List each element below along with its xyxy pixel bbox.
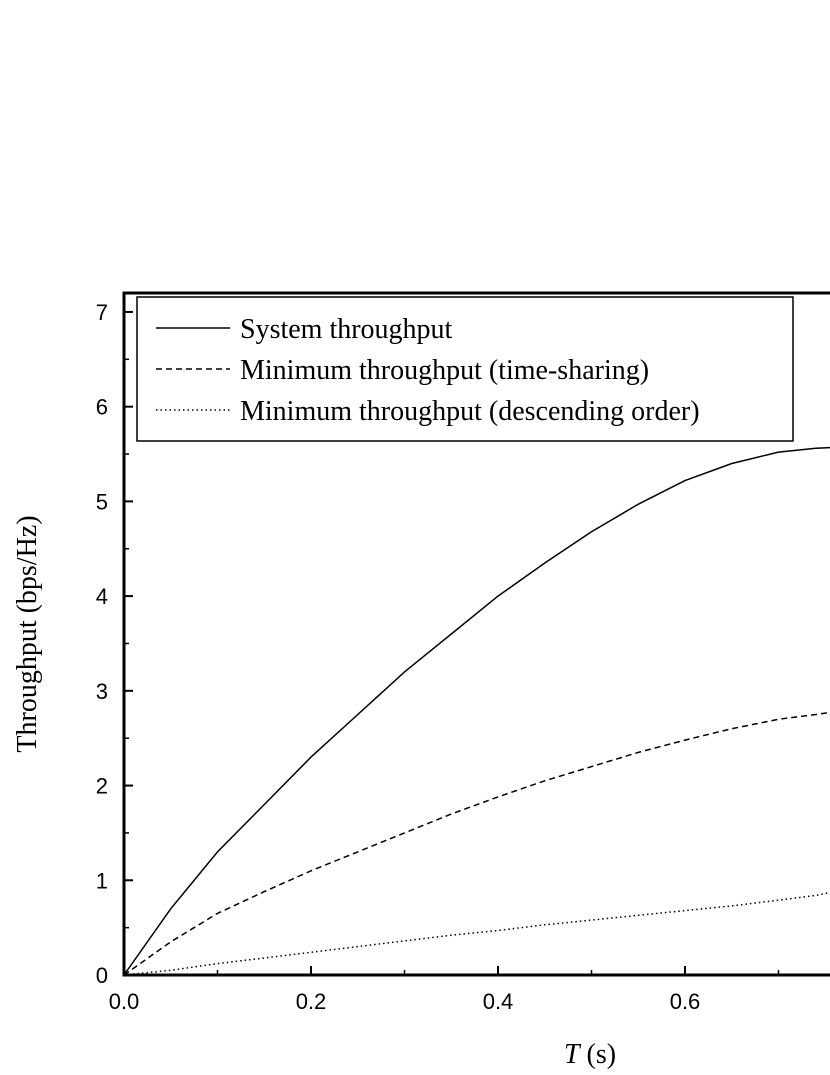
y-tick-label: 3 (96, 679, 108, 704)
x-axis-title: T (s) (564, 1039, 616, 1070)
x-tick-label: 0.6 (670, 989, 701, 1014)
x-tick-label: 0.4 (483, 989, 514, 1014)
x-axis-title-variable: T (564, 1039, 582, 1070)
series-lines (123, 446, 830, 976)
x-tick-label: 0.2 (296, 989, 327, 1014)
y-tick-label: 2 (96, 774, 108, 799)
y-tick-label: 1 (96, 868, 108, 893)
legend: System throughput Minimum throughput (tim… (136, 296, 794, 442)
x-axis-title-unit: (s) (580, 1039, 617, 1070)
y-tick-label: 6 (96, 395, 108, 420)
y-tick-label: 0 (96, 963, 108, 988)
plot-area (122, 291, 830, 977)
x-axis-ticks: 0.0 0.2 0.4 0.6 (109, 966, 780, 1014)
legend-label-3: Minimum throughput (descending order) (240, 396, 700, 427)
series-line-2 (123, 711, 830, 976)
legend-label-2: Minimum throughput (time-sharing) (240, 355, 649, 386)
x-tick-label: 0.0 (109, 989, 140, 1014)
y-tick-label: 5 (96, 489, 108, 514)
plot-frame (122, 291, 830, 977)
legend-label-1: System throughput (240, 314, 453, 345)
y-tick-label: 4 (96, 584, 108, 609)
series-line-1 (123, 446, 830, 976)
y-axis-title: Throughput (bps/Hz) (12, 515, 43, 752)
y-axis-ticks: 0 1 2 3 4 5 6 7 (96, 300, 133, 988)
series-line-3 (123, 891, 830, 976)
y-tick-label: 7 (96, 300, 108, 325)
legend-box (136, 296, 794, 442)
